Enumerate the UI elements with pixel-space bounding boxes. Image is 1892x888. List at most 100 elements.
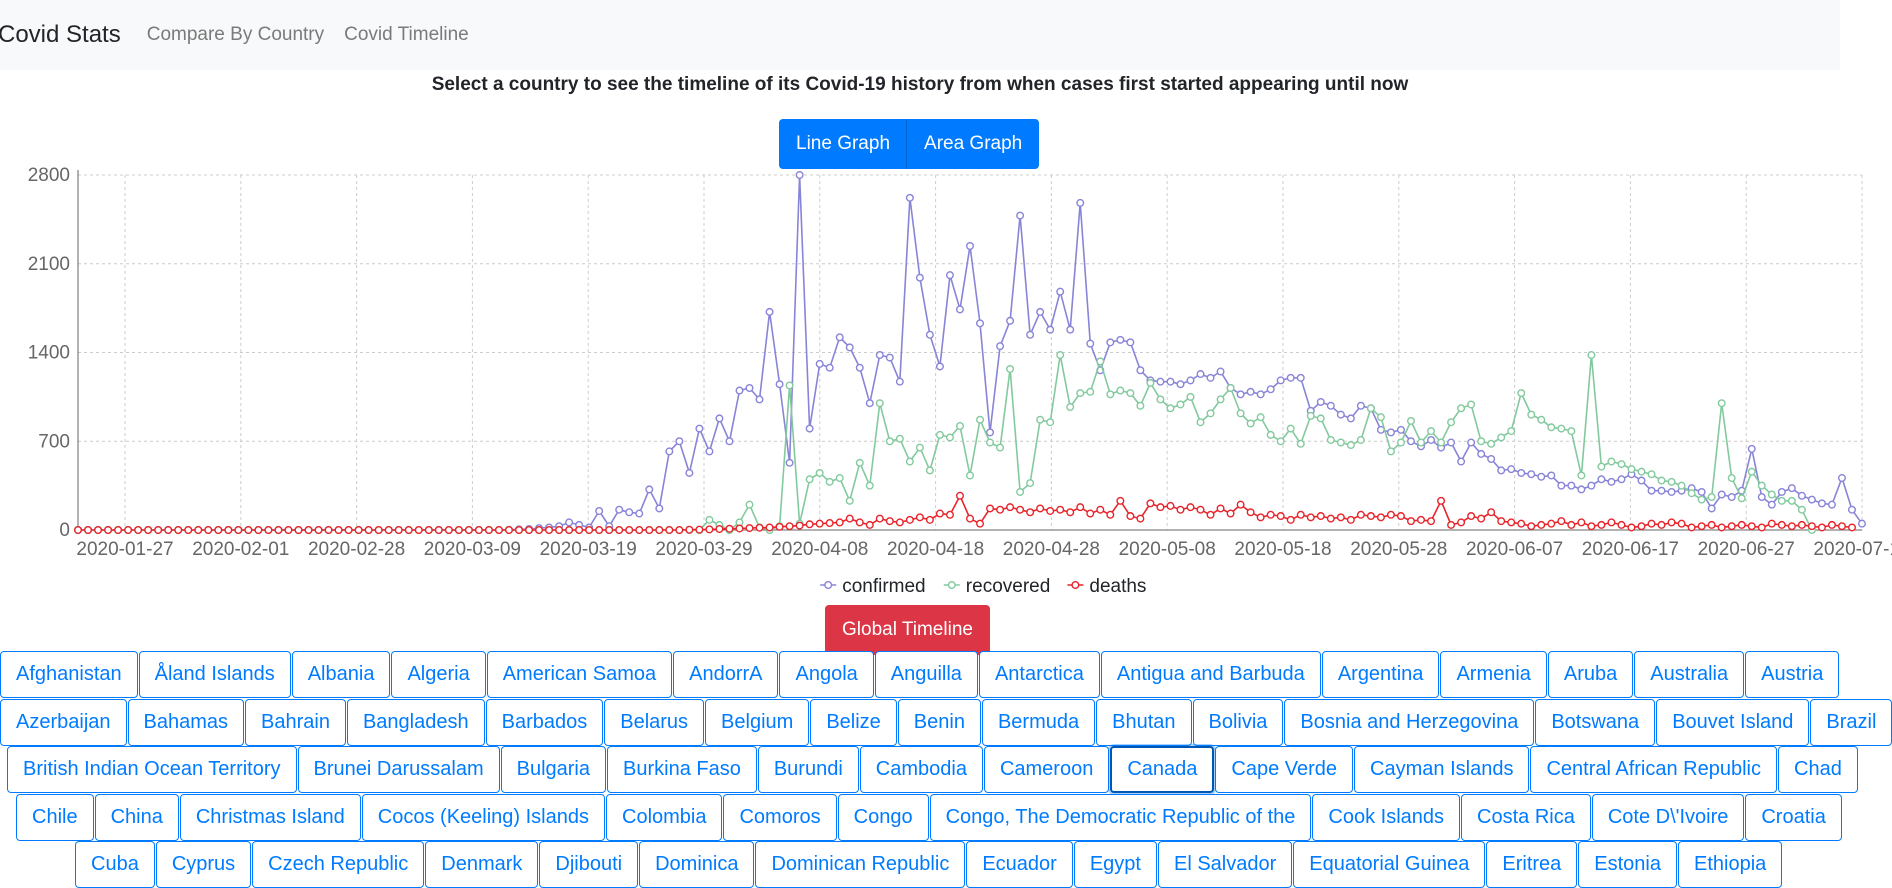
country-button-cuba[interactable]: Cuba <box>75 841 155 888</box>
country-button-algeria[interactable]: Algeria <box>391 651 486 698</box>
country-button-brunei-darussalam[interactable]: Brunei Darussalam <box>297 746 500 793</box>
country-button-bouvet-island[interactable]: Bouvet Island <box>1656 699 1810 746</box>
data-point-deaths <box>1296 510 1305 519</box>
country-button-antigua-and-barbuda[interactable]: Antigua and Barbuda <box>1100 651 1321 698</box>
country-button-angola[interactable]: Angola <box>779 651 874 698</box>
country-button-andorra[interactable]: AndorrA <box>673 651 779 698</box>
data-point-deaths <box>1056 505 1065 514</box>
data-point-deaths <box>84 526 93 535</box>
country-button-aruba[interactable]: Aruba <box>1547 651 1634 698</box>
country-button-anguilla[interactable]: Anguilla <box>874 651 978 698</box>
country-button-burkina-faso[interactable]: Burkina Faso <box>607 746 757 793</box>
country-button-belarus[interactable]: Belarus <box>604 699 705 746</box>
global-timeline-button[interactable]: Global Timeline <box>825 605 990 655</box>
country-button-dominican-republic[interactable]: Dominican Republic <box>755 841 966 888</box>
country-button-brazil[interactable]: Brazil <box>1810 699 1892 746</box>
country-button-botswana[interactable]: Botswana <box>1535 699 1656 746</box>
data-point-recovered <box>1296 439 1305 448</box>
data-point-recovered <box>996 443 1005 452</box>
country-button-argentina[interactable]: Argentina <box>1321 651 1440 698</box>
country-button-chile[interactable]: Chile <box>16 794 94 841</box>
country-button-belgium[interactable]: Belgium <box>705 699 810 746</box>
country-button-azerbaijan[interactable]: Azerbaijan <box>0 699 127 746</box>
country-button-comoros[interactable]: Comoros <box>723 794 837 841</box>
country-button-australia[interactable]: Australia <box>1634 651 1745 698</box>
country-button-croatia[interactable]: Croatia <box>1745 794 1842 841</box>
country-button-eritrea[interactable]: Eritrea <box>1486 841 1578 888</box>
country-button-cook-islands[interactable]: Cook Islands <box>1312 794 1461 841</box>
data-point-recovered <box>905 457 914 466</box>
country-button-cape-verde[interactable]: Cape Verde <box>1215 746 1354 793</box>
data-point-deaths <box>274 526 283 535</box>
country-button-ethiopia[interactable]: Ethiopia <box>1678 841 1783 888</box>
country-button-dominica[interactable]: Dominica <box>639 841 755 888</box>
country-button-cayman-islands[interactable]: Cayman Islands <box>1354 746 1530 793</box>
data-point-recovered <box>1647 470 1656 479</box>
data-point-recovered <box>1386 447 1395 456</box>
brand[interactable]: Covid Stats <box>0 21 121 48</box>
data-point-confirmed <box>1186 376 1195 385</box>
data-point-deaths <box>1386 510 1395 519</box>
country-button-bulgaria[interactable]: Bulgaria <box>500 746 606 793</box>
nav-link-covid-timeline[interactable]: Covid Timeline <box>344 24 469 45</box>
country-button-cameroon[interactable]: Cameroon <box>983 746 1110 793</box>
country-button-estonia[interactable]: Estonia <box>1578 841 1677 888</box>
data-point-deaths <box>935 509 944 518</box>
data-point-deaths <box>94 526 103 535</box>
country-button-bolivia[interactable]: Bolivia <box>1192 699 1284 746</box>
nav-link-compare-by-country[interactable]: Compare By Country <box>146 24 325 45</box>
country-button-cocos-keeling-islands[interactable]: Cocos (Keeling) Islands <box>361 794 605 841</box>
country-button-congo[interactable]: Congo <box>837 794 929 841</box>
country-button-bermuda[interactable]: Bermuda <box>981 699 1096 746</box>
data-point-deaths <box>635 526 644 535</box>
line-graph-button[interactable]: Line Graph <box>779 119 908 169</box>
country-button-bhutan[interactable]: Bhutan <box>1096 699 1192 746</box>
country-button-cote-d-ivoire[interactable]: Cote D\'Ivoire <box>1591 794 1745 841</box>
country-button-equatorial-guinea[interactable]: Equatorial Guinea <box>1293 841 1486 888</box>
country-button-ecuador[interactable]: Ecuador <box>966 841 1073 888</box>
country-button-congo-the-democratic-republic-of-the[interactable]: Congo, The Democratic Republic of the <box>929 794 1312 841</box>
country-button-canada[interactable]: Canada <box>1110 746 1215 793</box>
country-button-belize[interactable]: Belize <box>810 699 897 746</box>
country-button-costa-rica[interactable]: Costa Rica <box>1461 794 1591 841</box>
country-button-djibouti[interactable]: Djibouti <box>539 841 639 888</box>
country-button-central-african-republic[interactable]: Central African Republic <box>1530 746 1778 793</box>
country-button-land-islands[interactable]: Åland Islands <box>138 651 291 698</box>
country-button-austria[interactable]: Austria <box>1745 651 1840 698</box>
country-button-american-samoa[interactable]: American Samoa <box>486 651 673 698</box>
area-graph-button[interactable]: Area Graph <box>907 119 1040 169</box>
country-button-afghanistan[interactable]: Afghanistan <box>0 651 138 698</box>
data-point-confirmed <box>1717 490 1726 499</box>
country-button-cambodia[interactable]: Cambodia <box>859 746 983 793</box>
data-point-confirmed <box>725 437 734 446</box>
data-point-deaths <box>1717 523 1726 532</box>
country-button-bangladesh[interactable]: Bangladesh <box>346 699 485 746</box>
country-button-benin[interactable]: Benin <box>897 699 981 746</box>
country-button-antarctica[interactable]: Antarctica <box>978 651 1100 698</box>
data-point-deaths <box>605 526 614 535</box>
country-button-egypt[interactable]: Egypt <box>1073 841 1157 888</box>
country-button-denmark[interactable]: Denmark <box>425 841 539 888</box>
country-button-china[interactable]: China <box>94 794 179 841</box>
country-button-bahamas[interactable]: Bahamas <box>127 699 245 746</box>
data-point-confirmed <box>845 343 854 352</box>
country-button-el-salvador[interactable]: El Salvador <box>1157 841 1293 888</box>
country-button-armenia[interactable]: Armenia <box>1440 651 1547 698</box>
x-tick-label: 2020-02-01 <box>192 539 289 560</box>
data-point-deaths <box>955 491 964 500</box>
country-button-czech-republic[interactable]: Czech Republic <box>252 841 425 888</box>
country-button-christmas-island[interactable]: Christmas Island <box>179 794 361 841</box>
country-button-cyprus[interactable]: Cyprus <box>155 841 252 888</box>
country-button-barbados[interactable]: Barbados <box>485 699 604 746</box>
data-point-deaths <box>1326 514 1335 523</box>
country-button-colombia[interactable]: Colombia <box>606 794 723 841</box>
country-button-british-indian-ocean-territory[interactable]: British Indian Ocean Territory <box>7 746 297 793</box>
country-button-bosnia-and-herzegovina[interactable]: Bosnia and Herzegovina <box>1284 699 1535 746</box>
country-button-albania[interactable]: Albania <box>291 651 391 698</box>
data-point-recovered <box>1507 427 1516 436</box>
data-point-confirmed <box>1597 475 1606 484</box>
country-button-chad[interactable]: Chad <box>1778 746 1858 793</box>
country-button-bahrain[interactable]: Bahrain <box>245 699 346 746</box>
country-row: British Indian Ocean Territory Brunei Dar… <box>7 746 1859 793</box>
country-button-burundi[interactable]: Burundi <box>757 746 859 793</box>
